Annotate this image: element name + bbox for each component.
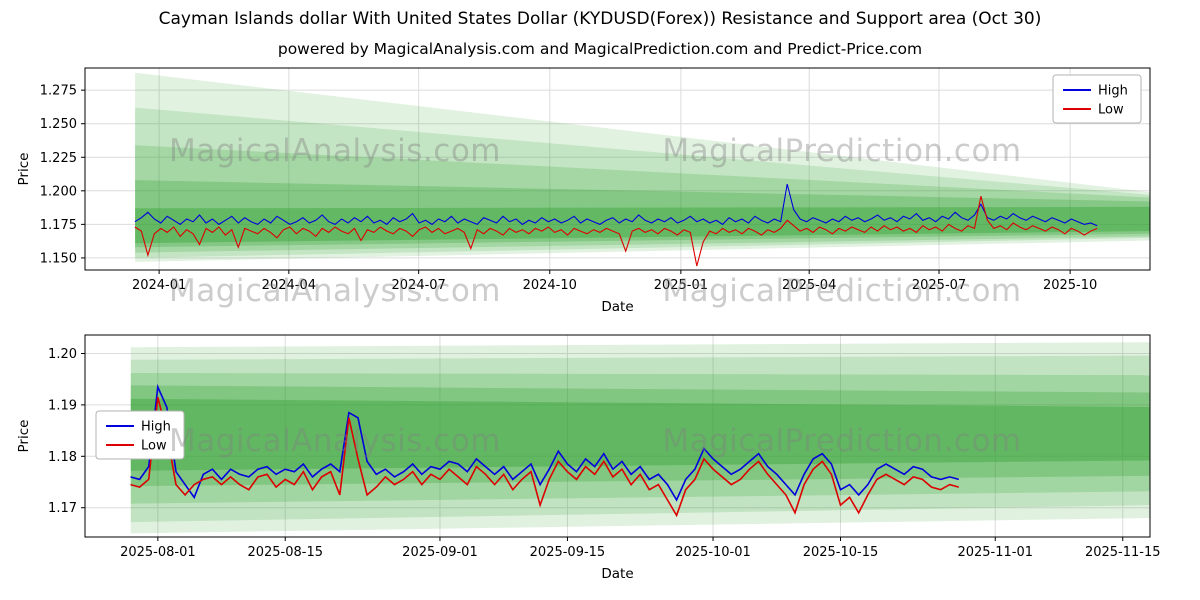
legend-label: High <box>141 420 171 435</box>
x-axis-label: Date <box>601 566 633 582</box>
legend: High Low <box>1052 74 1142 124</box>
figure-subtitle: powered by MagicalAnalysis.com and Magic… <box>277 40 923 58</box>
x-tick-label: 2025-08-01 <box>120 545 196 560</box>
series-line-high <box>134 183 1098 227</box>
support-resistance-band-inner <box>130 385 1151 487</box>
x-tick-label: 2024-01 <box>132 278 186 293</box>
support-resistance-band-core <box>130 398 1151 471</box>
legend-label: Low <box>141 439 167 454</box>
support-resistance-band-mid <box>130 373 1151 504</box>
x-tick-label: 2025-10-15 <box>803 545 879 560</box>
x-tick-label: 2024-04 <box>262 278 316 293</box>
legend-label: Low <box>1098 103 1124 118</box>
x-axis-label: Date <box>601 299 633 315</box>
y-axis-label: Price <box>16 420 32 453</box>
legend-label: High <box>1098 84 1128 99</box>
y-tick-label: 1.275 <box>40 84 77 99</box>
y-tick-label: 1.20 <box>48 347 77 362</box>
support-resistance-band-wide <box>135 107 1151 258</box>
plot-border <box>84 334 1151 538</box>
x-tick-label: 2025-10 <box>1043 278 1097 293</box>
y-tick-label: 1.200 <box>40 184 77 199</box>
legend-box <box>1052 74 1142 124</box>
legend: High Low <box>95 410 185 460</box>
y-tick-label: 1.250 <box>40 117 77 132</box>
support-resistance-band-outer <box>135 72 1151 262</box>
x-tick-label: 2025-08-15 <box>247 545 323 560</box>
zoom-price-chart: 2025-08-01 2025-08-15 2025-09-01 2025-09-15… <box>16 334 1161 582</box>
x-tick-label: 2025-10-01 <box>675 545 751 560</box>
y-tick-label: 1.150 <box>40 251 77 266</box>
series-line-low <box>130 397 960 518</box>
y-tick-label: 1.17 <box>48 501 77 516</box>
x-tick-label: 2024-10 <box>523 278 577 293</box>
legend-box <box>95 410 185 460</box>
x-tick-label: 2025-01 <box>654 278 708 293</box>
plot-border <box>84 67 1151 271</box>
y-axis-label: Price <box>16 153 32 186</box>
y-tick-label: 1.175 <box>40 218 77 233</box>
x-tick-label: 2025-09-01 <box>402 545 478 560</box>
x-tick-label: 2025-09-15 <box>530 545 606 560</box>
y-tick-label: 1.18 <box>48 450 77 465</box>
support-resistance-band-inner <box>135 180 1151 248</box>
series-line-low <box>134 196 1098 267</box>
x-tick-label: 2024-07 <box>392 278 446 293</box>
x-tick-label: 2025-11-01 <box>957 545 1033 560</box>
figure-title: Cayman Islands dollar With United States… <box>158 9 1042 29</box>
support-resistance-band-wide <box>130 355 1151 523</box>
y-tick-label: 1.19 <box>48 398 77 413</box>
x-tick-label: 2025-04 <box>782 278 836 293</box>
x-tick-label: 2025-07 <box>912 278 966 293</box>
x-tick-label: 2025-11-15 <box>1085 545 1161 560</box>
support-resistance-band-core <box>135 206 1151 244</box>
support-resistance-band-outer <box>130 342 1151 534</box>
support-resistance-band-mid <box>135 145 1151 253</box>
y-tick-label: 1.225 <box>40 151 77 166</box>
main-price-chart: 2024-01 2024-04 2024-07 2024-10 2025-01 2025-… <box>16 67 1151 315</box>
series-line-high <box>130 383 960 502</box>
